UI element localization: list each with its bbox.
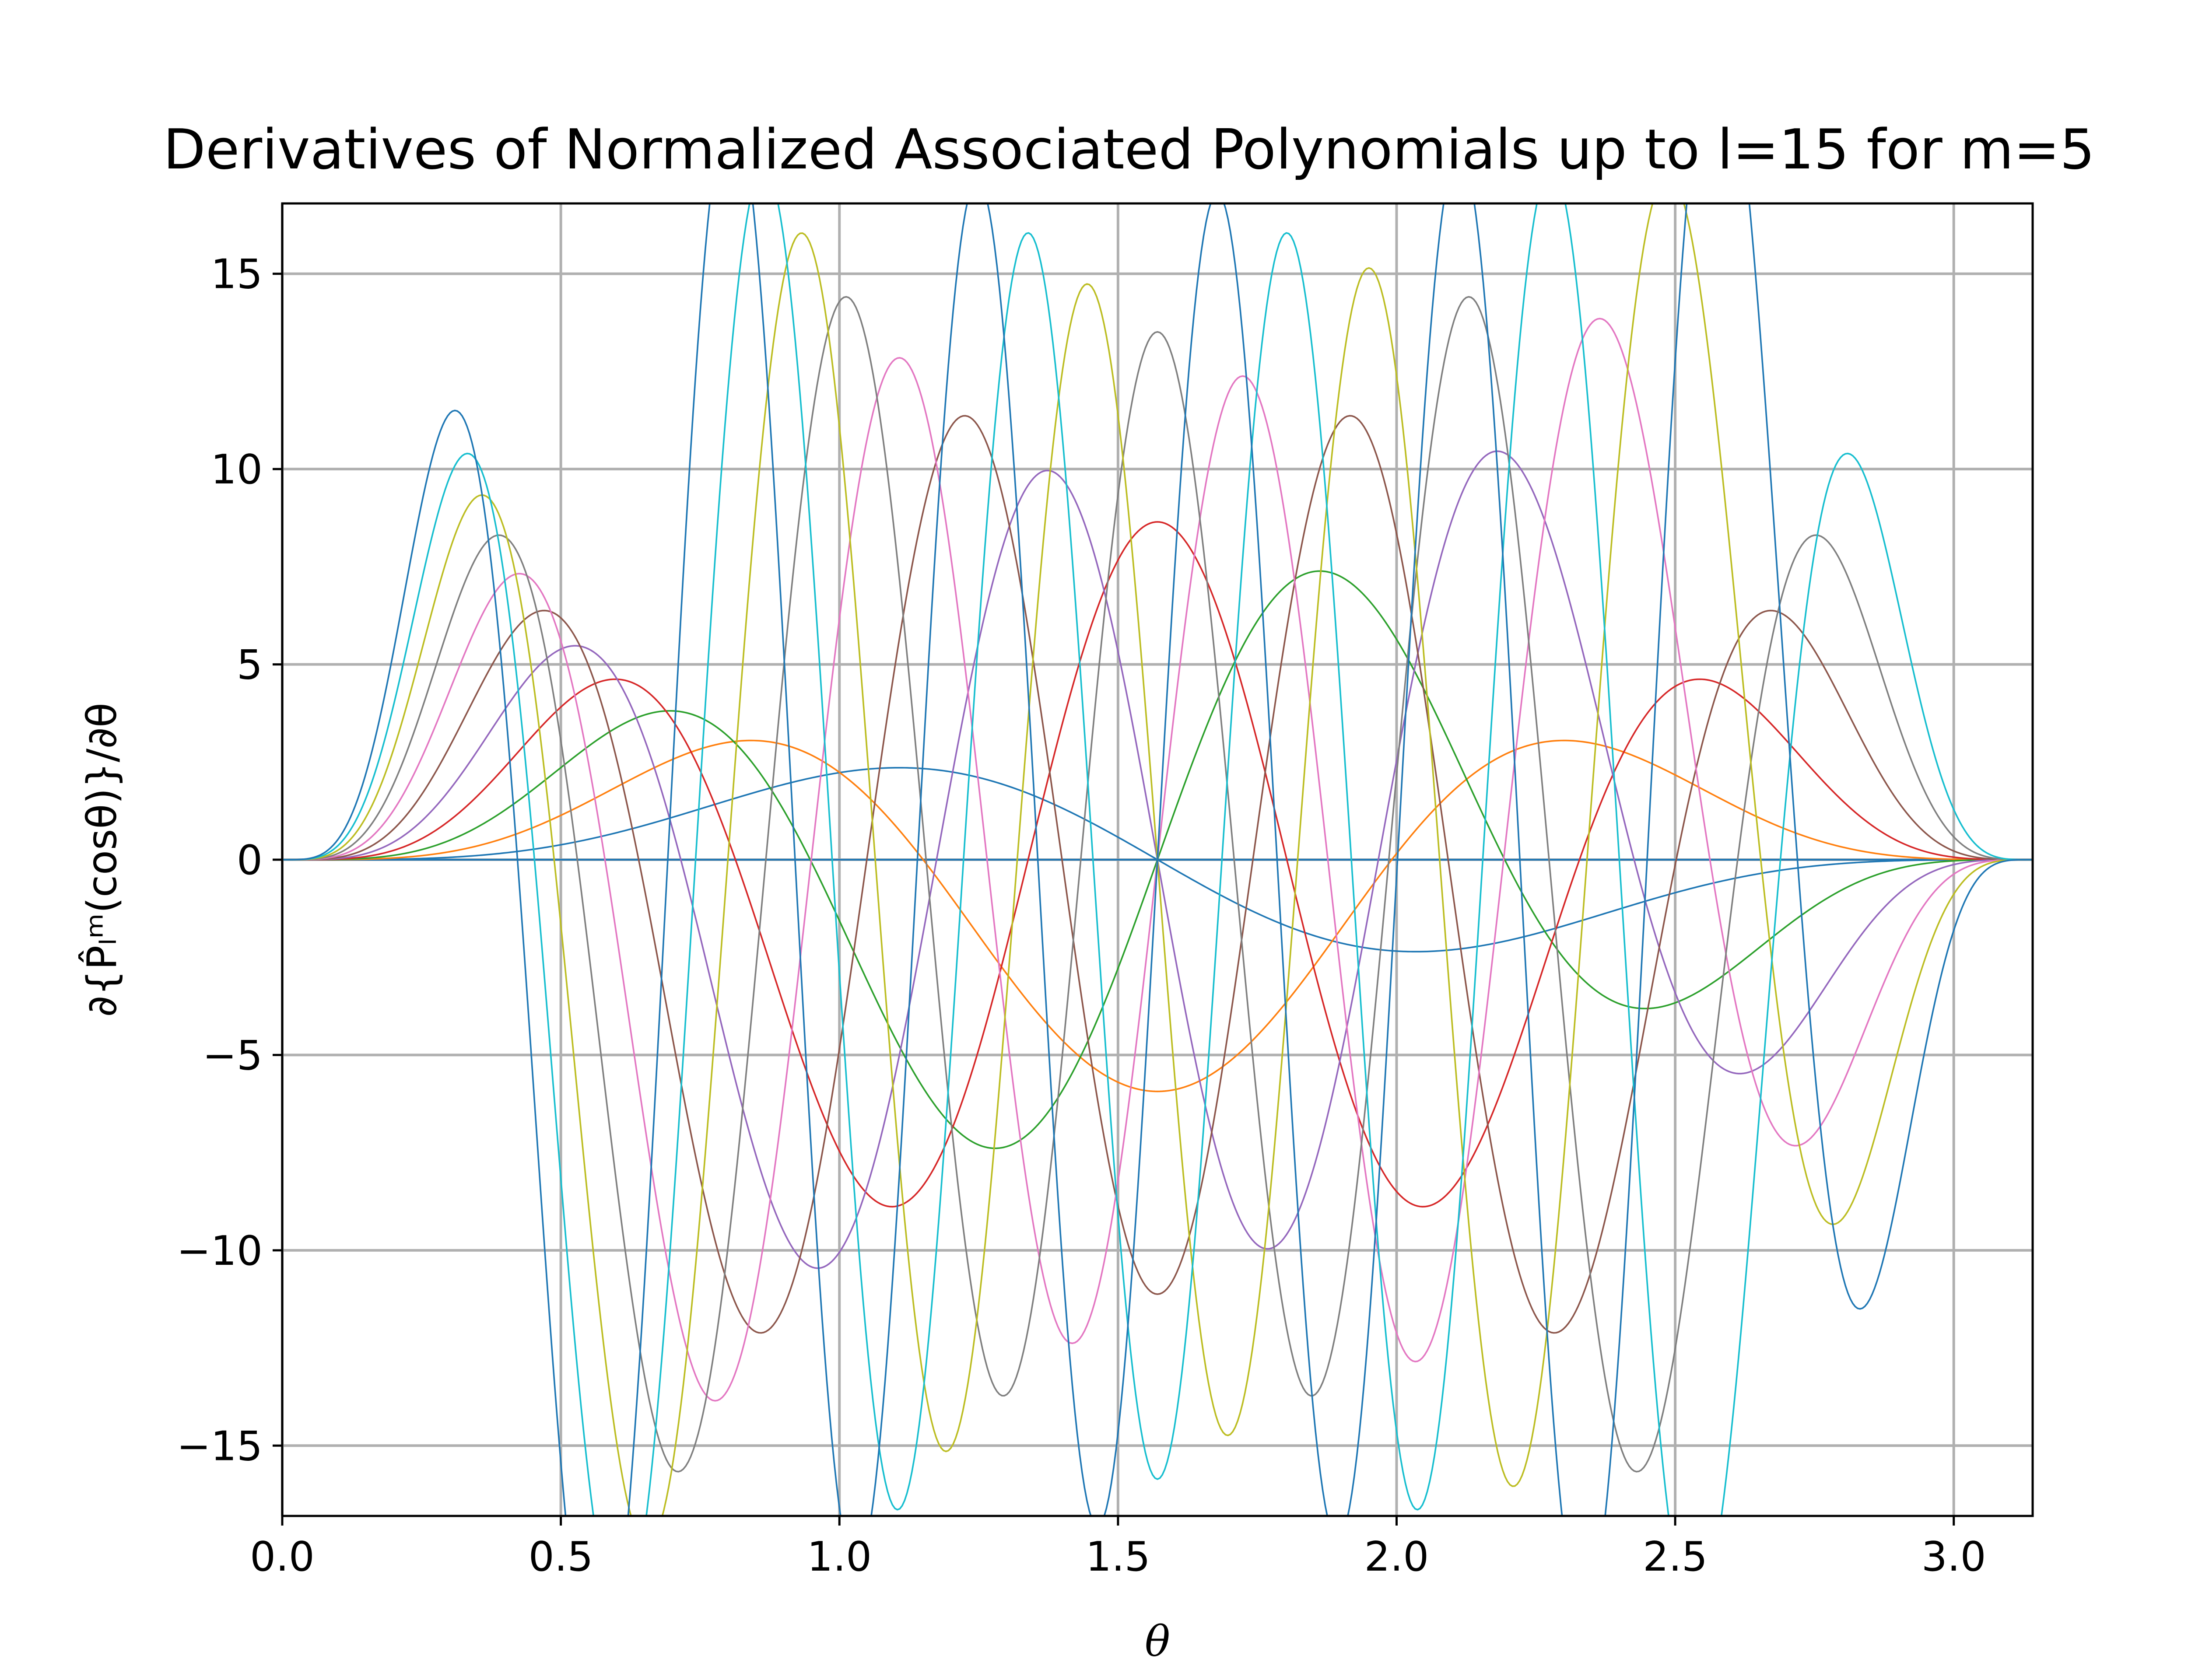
series-line-l12 [282, 296, 2033, 1473]
x-tick-label: 3.0 [1922, 1533, 1986, 1580]
y-axis-label: ∂{P̂ₗᵐ(cosθ)}/∂θ [78, 703, 126, 1017]
x-tick-label: 0.5 [529, 1533, 593, 1580]
series-line-l14 [282, 203, 2033, 1516]
y-tick-label: −5 [203, 1032, 263, 1079]
x-tick-label: 1.5 [1086, 1533, 1150, 1580]
y-tick-label: 5 [237, 641, 263, 689]
y-tick-label: 0 [237, 836, 263, 884]
series-line-l8 [282, 521, 2033, 1208]
axis-ticks: 0.0 0.5 1.0 1.5 2.0 2.5 3.0 −15 −10 −5 0 5 10 15 [177, 251, 1986, 1580]
x-tick-label: 0.0 [250, 1533, 315, 1580]
series-line-l15 [282, 203, 2033, 1516]
y-tick-label: 15 [211, 251, 263, 298]
y-tick-label: −15 [177, 1422, 263, 1470]
plot-area [282, 203, 2033, 1516]
x-tick-label: 2.5 [1643, 1533, 1708, 1580]
series-layer [282, 203, 2033, 1516]
y-tick-label: −10 [177, 1227, 263, 1274]
y-tick-label: 10 [211, 446, 263, 493]
x-tick-label: 2.0 [1364, 1533, 1429, 1580]
series-line-l6 [282, 739, 2033, 1092]
series-line-l10 [282, 415, 2033, 1334]
x-axis-label: θ [1145, 1617, 1170, 1666]
x-tick-label: 1.0 [807, 1533, 872, 1580]
chart-title: Derivatives of Normalized Associated Pol… [163, 117, 2095, 182]
